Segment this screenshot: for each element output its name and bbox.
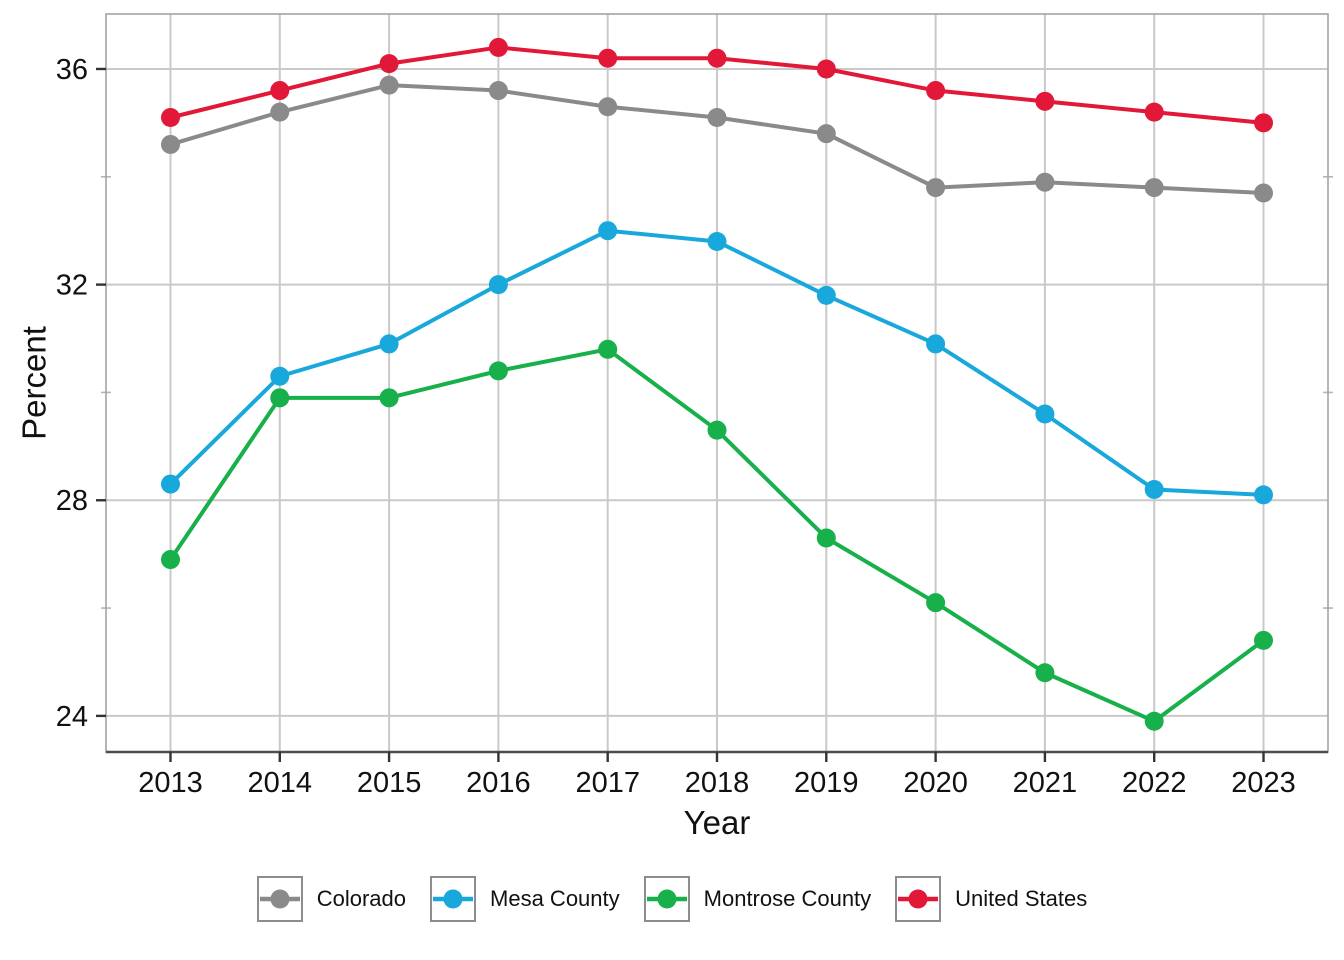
legend-item-united-states: United States (895, 876, 1087, 922)
data-point-montrose-county-2019 (816, 528, 836, 548)
x-tick-label: 2014 (248, 767, 313, 799)
x-tick-label: 2016 (466, 767, 531, 799)
data-point-united-states-2021 (1035, 91, 1055, 111)
legend-key-dot (270, 889, 290, 909)
y-axis-title: Percent (15, 326, 53, 440)
data-point-montrose-county-2017 (598, 339, 618, 359)
data-point-montrose-county-2018 (707, 420, 727, 440)
x-tick-label: 2020 (903, 767, 968, 799)
data-point-mesa-county-2022 (1144, 479, 1164, 499)
data-point-colorado-2016 (488, 81, 508, 101)
x-tick-label: 2013 (138, 767, 203, 799)
data-point-mesa-county-2019 (816, 285, 836, 305)
y-tick-label: 28 (56, 485, 88, 517)
data-point-united-states-2019 (816, 59, 836, 79)
y-tick-label: 32 (56, 270, 88, 302)
data-point-montrose-county-2023 (1254, 630, 1274, 650)
data-point-montrose-county-2016 (488, 361, 508, 381)
data-point-montrose-county-2021 (1035, 663, 1055, 683)
data-point-colorado-2017 (598, 97, 618, 117)
legend-label-united-states: United States (955, 886, 1088, 911)
data-point-mesa-county-2013 (160, 474, 180, 494)
x-tick-label: 2023 (1231, 767, 1296, 799)
legend-key-dot (443, 889, 463, 909)
x-tick-label: 2015 (357, 767, 422, 799)
x-tick-label: 2018 (685, 767, 750, 799)
legend-key-mesa-county (430, 876, 477, 922)
data-point-colorado-2018 (707, 108, 727, 128)
data-point-colorado-2014 (270, 102, 290, 122)
data-point-mesa-county-2020 (926, 334, 946, 354)
data-point-montrose-county-2020 (926, 593, 946, 613)
data-point-united-states-2013 (160, 108, 180, 128)
legend-label-montrose-county: Montrose County (703, 886, 872, 911)
x-axis-title: Year (683, 804, 751, 841)
data-point-montrose-county-2014 (270, 388, 290, 408)
data-point-mesa-county-2015 (379, 334, 399, 354)
data-point-colorado-2015 (379, 75, 399, 95)
data-point-united-states-2016 (488, 37, 508, 57)
data-point-united-states-2022 (1144, 102, 1164, 122)
data-point-united-states-2014 (270, 81, 290, 101)
data-point-montrose-county-2022 (1144, 711, 1164, 731)
legend-key-dot (657, 889, 677, 909)
legend-key-dot (908, 889, 928, 909)
x-tick-label: 2021 (1013, 767, 1078, 799)
legend-label-colorado: Colorado (316, 886, 407, 911)
legend-item-montrose-county: Montrose County (643, 876, 872, 922)
data-point-united-states-2017 (598, 48, 618, 68)
data-point-united-states-2018 (707, 48, 727, 68)
data-point-colorado-2020 (926, 178, 946, 198)
data-point-mesa-county-2016 (488, 275, 508, 295)
data-point-mesa-county-2021 (1035, 404, 1055, 424)
legend-item-colorado: Colorado (256, 876, 407, 922)
data-point-united-states-2020 (926, 81, 946, 101)
x-tick-label: 2019 (794, 767, 859, 799)
data-point-mesa-county-2018 (707, 231, 727, 251)
data-point-colorado-2013 (160, 134, 180, 154)
legend: Colorado Mesa County Montrose County United… (0, 876, 1344, 922)
legend-key-united-states (895, 876, 942, 922)
legend-key-montrose-county (643, 876, 690, 922)
x-tick-label: 2017 (575, 767, 640, 799)
data-point-mesa-county-2023 (1254, 485, 1274, 505)
data-point-colorado-2022 (1144, 178, 1164, 198)
data-point-mesa-county-2014 (270, 366, 290, 386)
data-point-montrose-county-2015 (379, 388, 399, 408)
data-point-colorado-2023 (1254, 183, 1274, 203)
data-point-united-states-2023 (1254, 113, 1274, 133)
x-tick-label: 2022 (1122, 767, 1187, 799)
legend-item-mesa-county: Mesa County (430, 876, 620, 922)
data-point-colorado-2019 (816, 124, 836, 144)
data-point-united-states-2015 (379, 54, 399, 74)
data-point-colorado-2021 (1035, 172, 1055, 192)
data-point-mesa-county-2017 (598, 221, 618, 241)
data-point-montrose-county-2013 (160, 550, 180, 570)
legend-label-mesa-county: Mesa County (490, 886, 620, 911)
y-tick-label: 36 (56, 54, 88, 86)
legend-key-colorado (256, 876, 303, 922)
y-tick-label: 24 (56, 701, 88, 733)
